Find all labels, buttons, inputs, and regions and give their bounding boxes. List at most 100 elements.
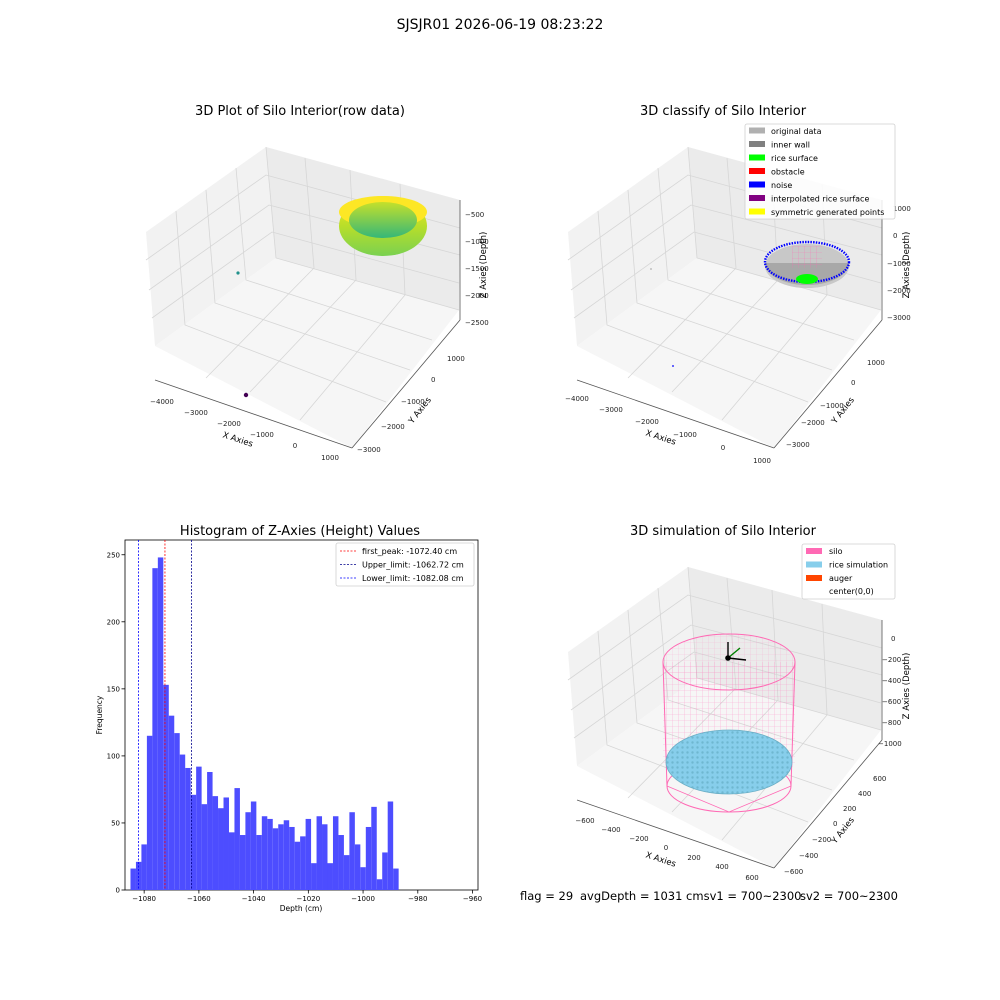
histogram-bar	[152, 568, 158, 890]
tick-label: −200	[882, 656, 901, 664]
classify-noise-ring	[763, 240, 851, 284]
center-marker	[725, 642, 747, 661]
x-tick-label: −1040	[242, 895, 266, 903]
tick-label: 0	[833, 820, 837, 828]
histogram-bar	[212, 796, 219, 890]
legend-frame	[801, 543, 896, 600]
center-point	[725, 655, 731, 661]
tick-label: −400	[882, 677, 901, 685]
legend-swatch	[806, 561, 822, 568]
histogram-bar	[354, 844, 361, 890]
y-tick-label: 200	[107, 618, 120, 626]
histogram-bar	[349, 812, 355, 890]
histogram-y-axis-label: Frequency	[95, 695, 104, 734]
legend-label: first_peak: -1072.40 cm	[362, 547, 457, 556]
legend-frame	[744, 123, 896, 220]
tick-label: 1000	[321, 454, 339, 462]
histogram-bar	[228, 832, 235, 890]
tick-label: −400	[799, 852, 818, 860]
tick-label: −3000	[786, 441, 810, 449]
panel1-3d-axes	[145, 146, 461, 449]
x-tick-label: −1080	[132, 895, 156, 903]
histogram-bar	[371, 806, 377, 890]
tick-label: −1000	[878, 740, 902, 748]
tick-label: 0	[431, 376, 435, 384]
histogram-bar	[196, 766, 202, 890]
x-tick-label: −1060	[187, 895, 211, 903]
histogram-bar	[201, 804, 208, 890]
histogram-bar	[305, 818, 312, 890]
x-tick-label: −960	[463, 895, 482, 903]
raw-outlier-point	[236, 271, 240, 275]
histogram-bar	[294, 841, 301, 890]
y-tick-label: 0	[116, 887, 120, 895]
panel4-z-axis-label: Z Axies (Depth)	[902, 653, 912, 720]
legend-label: obstacle	[771, 168, 805, 177]
histogram-bar	[141, 844, 147, 890]
tick-label: −2000	[635, 418, 659, 426]
histogram-bar	[207, 771, 213, 890]
panel1-z-axis-label: Z Axies (Depth)	[479, 232, 489, 299]
y-tick-label: 100	[107, 752, 120, 760]
legend-swatch	[806, 548, 822, 554]
tick-label: −3000	[887, 314, 911, 322]
tick-label: −400	[601, 826, 620, 834]
tick-label: −3000	[599, 406, 623, 414]
classify-rice-surface	[796, 274, 818, 284]
classify-interpolated-surface	[792, 246, 822, 268]
tick-label: −1000	[673, 431, 697, 439]
histogram-bar	[376, 879, 383, 890]
figure-title: SJSJR01 2026-06-19 08:23:22	[396, 17, 604, 33]
panel2-legend: original data inner wall rice surface ob…	[744, 123, 896, 220]
histogram-bar	[387, 801, 394, 890]
histogram-bar	[157, 557, 164, 890]
legend-swatch	[749, 181, 765, 188]
panel2-y-axis-label: Y Axies	[829, 395, 857, 427]
legend-label: silo	[829, 547, 843, 556]
panel2-title: 3D classify of Silo Interior	[639, 104, 807, 119]
histogram-bar	[174, 733, 180, 890]
histogram-bar	[332, 816, 339, 890]
legend-label: Lower_limit: -1082.08 cm	[362, 574, 464, 583]
tick-label: −2500	[465, 319, 489, 327]
panel4-y-tick-labels: 600 400 200 0 −200 −400 −600	[784, 775, 886, 876]
tick-label: 0	[893, 232, 897, 240]
tick-label: 400	[858, 790, 871, 798]
histogram-x-ticks: −1080 −1060 −1040 −1020 −1000 −980 −960	[132, 890, 482, 903]
legend-swatch	[749, 141, 765, 147]
legend-label: auger	[829, 574, 853, 583]
tick-label: −3000	[184, 409, 208, 417]
tick-label: −200	[629, 835, 648, 843]
tick-label: −1000	[887, 260, 911, 268]
histogram-bar	[130, 868, 136, 890]
histogram-bar	[382, 852, 388, 890]
histogram-bar	[338, 835, 344, 890]
tick-label: −2000	[465, 292, 489, 300]
legend-label: rice simulation	[829, 561, 888, 570]
histogram-bar	[168, 715, 175, 890]
tick-label: −800	[882, 719, 901, 727]
histogram-bar	[278, 824, 284, 890]
histogram-bar	[343, 855, 350, 890]
histogram-bar	[261, 816, 268, 890]
tick-label: −1500	[465, 265, 489, 273]
histogram-bar	[360, 867, 366, 890]
histogram-bar	[311, 863, 317, 890]
panel2-y-tick-labels: 1000 0 −1000 −2000 −3000	[786, 359, 885, 449]
legend-swatch	[806, 575, 822, 581]
histogram-bar	[322, 824, 328, 890]
histogram-x-axis-label: Depth (cm)	[280, 904, 323, 913]
x-tick-label: −980	[408, 895, 427, 903]
legend-label: center(0,0)	[829, 587, 874, 596]
panel1-x-tick-labels: −4000 −3000 −2000 −1000 0 1000	[150, 398, 339, 462]
tick-label: −4000	[150, 398, 174, 406]
legend-swatch	[749, 127, 765, 134]
tick-label: −1000	[820, 402, 844, 410]
tick-label: −200	[812, 836, 831, 844]
tick-label: −1000	[250, 431, 274, 439]
tick-label: 0	[851, 379, 855, 387]
silo-top-mesh	[663, 634, 795, 690]
tick-label: 200	[687, 854, 700, 862]
classify-noise-point	[672, 365, 674, 367]
